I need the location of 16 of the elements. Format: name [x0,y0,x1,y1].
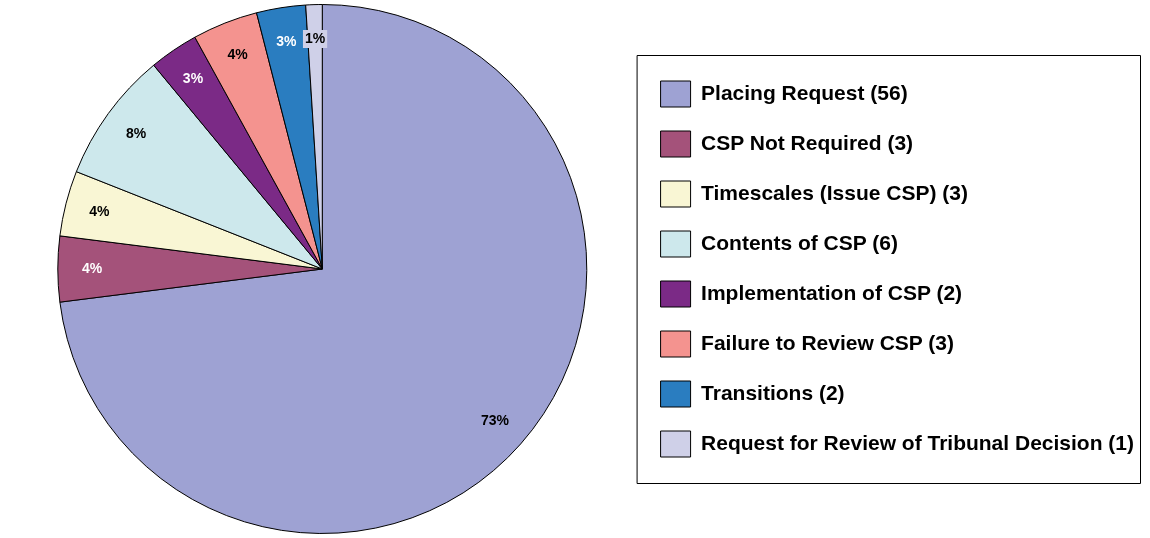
data-label: 73% [480,412,510,429]
legend-label: Transitions (2) [701,380,845,404]
legend-label: Timescales (Issue CSP) (3) [701,180,968,204]
data-label: 8% [126,124,147,141]
legend-label: Placing Request (56) [701,80,908,104]
data-label: 3% [182,69,204,86]
legend-label: Implementation of CSP (2) [701,280,963,304]
data-label: 4% [89,202,111,219]
legend-label: CSP Not Required (3) [701,130,914,154]
legend-label: Failure to Review CSP (3) [701,330,954,354]
data-label: 1% [304,29,326,46]
data-label: 3% [276,32,297,49]
data-label: 4% [227,45,249,62]
data-label: 4% [82,259,103,276]
legend-label: Request for Review of Tribunal Decision (1) [701,430,1135,454]
legend-label: Contents of CSP (6) [701,230,898,254]
